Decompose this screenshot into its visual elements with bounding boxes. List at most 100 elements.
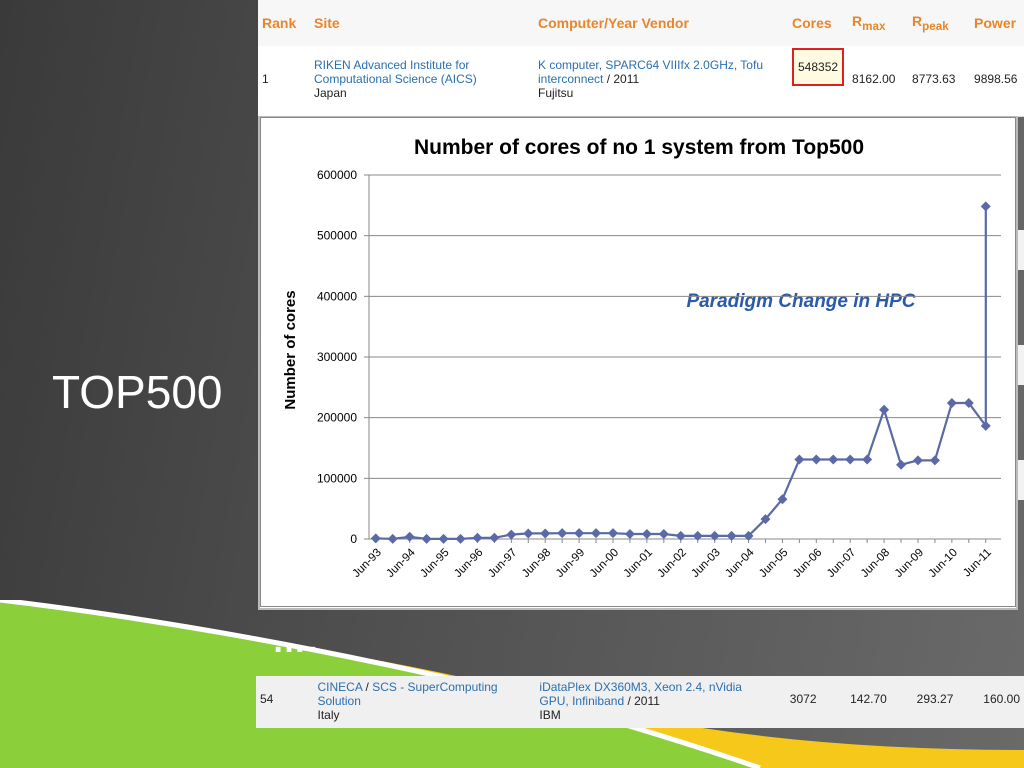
data-point (506, 530, 516, 540)
x-tick-label: Jun-02 (656, 547, 689, 580)
chart-area: Number of cores of no 1 system from Top5… (260, 117, 1016, 607)
row-country: Italy (318, 708, 532, 722)
row-power: 9898.56 (970, 46, 1024, 100)
x-tick-label: Jun-10 (927, 547, 960, 580)
y-tick-label: 200000 (317, 411, 357, 425)
data-point (845, 454, 855, 464)
row-site: CINECA / SCS - SuperComputing Solution I… (316, 676, 536, 722)
computer-link[interactable]: iDataPlex DX360M3, Xeon 2.4, nVidia (539, 680, 773, 694)
row-country: Japan (314, 86, 530, 100)
row-vendor: Fujitsu (538, 86, 784, 100)
series-cores (371, 201, 991, 544)
row-site: RIKEN Advanced Institute for Computationa… (310, 46, 534, 100)
row-vendor: IBM (539, 708, 773, 722)
x-tick-label: Jun-04 (723, 546, 757, 580)
row-power: 160.00 (979, 676, 1024, 722)
y-tick-label: 0 (350, 532, 357, 546)
data-point (557, 528, 567, 538)
table-row: 54 CINECA / SCS - SuperComputing Solutio… (256, 676, 1024, 722)
header-computer: Computer/Year Vendor (534, 0, 788, 46)
row-cores: 548352 (788, 46, 848, 100)
data-point (523, 528, 533, 538)
x-tick-label: Jun-00 (588, 547, 621, 580)
x-tick-label: Jun-08 (859, 547, 892, 580)
header-site: Site (310, 0, 534, 46)
computer-link[interactable]: K computer, SPARC64 VIIIfx 2.0GHz, Tofu (538, 58, 784, 72)
y-tick-label: 600000 (317, 168, 357, 182)
data-point (472, 533, 482, 543)
data-point (625, 529, 635, 539)
top-table: Rank Site Computer/Year Vendor Cores Rma… (258, 0, 1024, 117)
site-link[interactable]: SCS - SuperComputing (372, 680, 497, 694)
header-rpeak: Rpeak (908, 0, 970, 46)
x-tick-labels: Jun-93 Jun-94 Jun-95 Jun-96 Jun-97 Jun-98 Jun-… (351, 546, 994, 580)
row-rpeak: 8773.63 (908, 46, 970, 100)
site-link[interactable]: RIKEN Advanced Institute for Computationa… (314, 58, 530, 86)
row-cores: 3072 (778, 676, 846, 722)
x-tick-label: Jun-96 (452, 547, 485, 580)
row-rank: 54 (256, 676, 316, 722)
data-point (591, 528, 601, 538)
top-table-header-row: Rank Site Computer/Year Vendor Cores Rma… (258, 0, 1024, 46)
data-point (540, 528, 550, 538)
data-point (913, 455, 923, 465)
data-point (608, 528, 618, 538)
row-computer: iDataPlex DX360M3, Xeon 2.4, nVidia GPU,… (535, 676, 777, 722)
row-computer: K computer, SPARC64 VIIIfx 2.0GHz, Tofu … (534, 46, 788, 100)
data-point (574, 528, 584, 538)
site-link[interactable]: Solution (318, 694, 532, 708)
row-rmax: 8162.00 (848, 46, 908, 100)
y-tick-label: 500000 (317, 229, 357, 243)
x-tick-label: Jun-06 (791, 547, 824, 580)
data-point (388, 534, 398, 544)
data-point (930, 455, 940, 465)
chart-title: Number of cores of no 1 system from Top5… (414, 136, 864, 159)
x-tick-label: Jun-03 (689, 547, 722, 580)
x-tick-label: Jun-07 (825, 547, 858, 580)
x-tick-label: Jun-99 (554, 547, 587, 580)
slide-title: TOP500 (52, 365, 222, 419)
data-point (879, 405, 889, 415)
x-tick-label: Jun-95 (418, 547, 451, 580)
data-point (862, 454, 872, 464)
x-tick-label: Jun-11 (961, 547, 994, 580)
data-point (489, 533, 499, 543)
header-power: Power (970, 0, 1024, 46)
gridlines (369, 175, 1001, 539)
computer-link[interactable]: GPU, Infiniband (539, 694, 624, 708)
data-point (811, 454, 821, 464)
y-tick-label: 100000 (317, 471, 357, 485)
line-chart: Number of cores of no 1 system from Top5… (261, 118, 1015, 606)
data-point (455, 534, 465, 544)
data-point (896, 460, 906, 470)
site-link[interactable]: CINECA (318, 680, 363, 694)
x-tick-label: Jun-94 (384, 546, 418, 580)
data-point (405, 532, 415, 542)
row-rmax: 142.70 (846, 676, 913, 722)
header-rank: Rank (258, 0, 310, 46)
data-point (642, 529, 652, 539)
ellipsis-text: …. (272, 622, 319, 661)
x-tick-label: Jun-05 (757, 547, 790, 580)
interconnect-link[interactable]: interconnect (538, 72, 603, 86)
annotation-paradigm-change: Paradigm Change in HPC (686, 291, 915, 312)
data-point (828, 454, 838, 464)
series-line (376, 206, 986, 539)
row-rank: 1 (258, 46, 310, 100)
data-point (794, 454, 804, 464)
x-tick-label: Jun-09 (893, 547, 926, 580)
y-tick-label: 300000 (317, 350, 357, 364)
data-point (439, 534, 449, 544)
data-point (981, 201, 991, 211)
y-axis-label: Number of cores (282, 290, 299, 409)
table-row: 1 RIKEN Advanced Institute for Computatio… (258, 46, 1024, 100)
data-point (947, 398, 957, 408)
y-tick-label: 400000 (317, 289, 357, 303)
y-tick-labels: 0 100000 200000 300000 400000 500000 600000 (317, 168, 357, 546)
axes (364, 175, 1001, 543)
data-point (659, 529, 669, 539)
header-rmax: Rmax (848, 0, 908, 46)
x-tick-label: Jun-98 (520, 547, 553, 580)
x-tick-label: Jun-97 (486, 547, 519, 580)
header-cores: Cores (788, 0, 848, 46)
